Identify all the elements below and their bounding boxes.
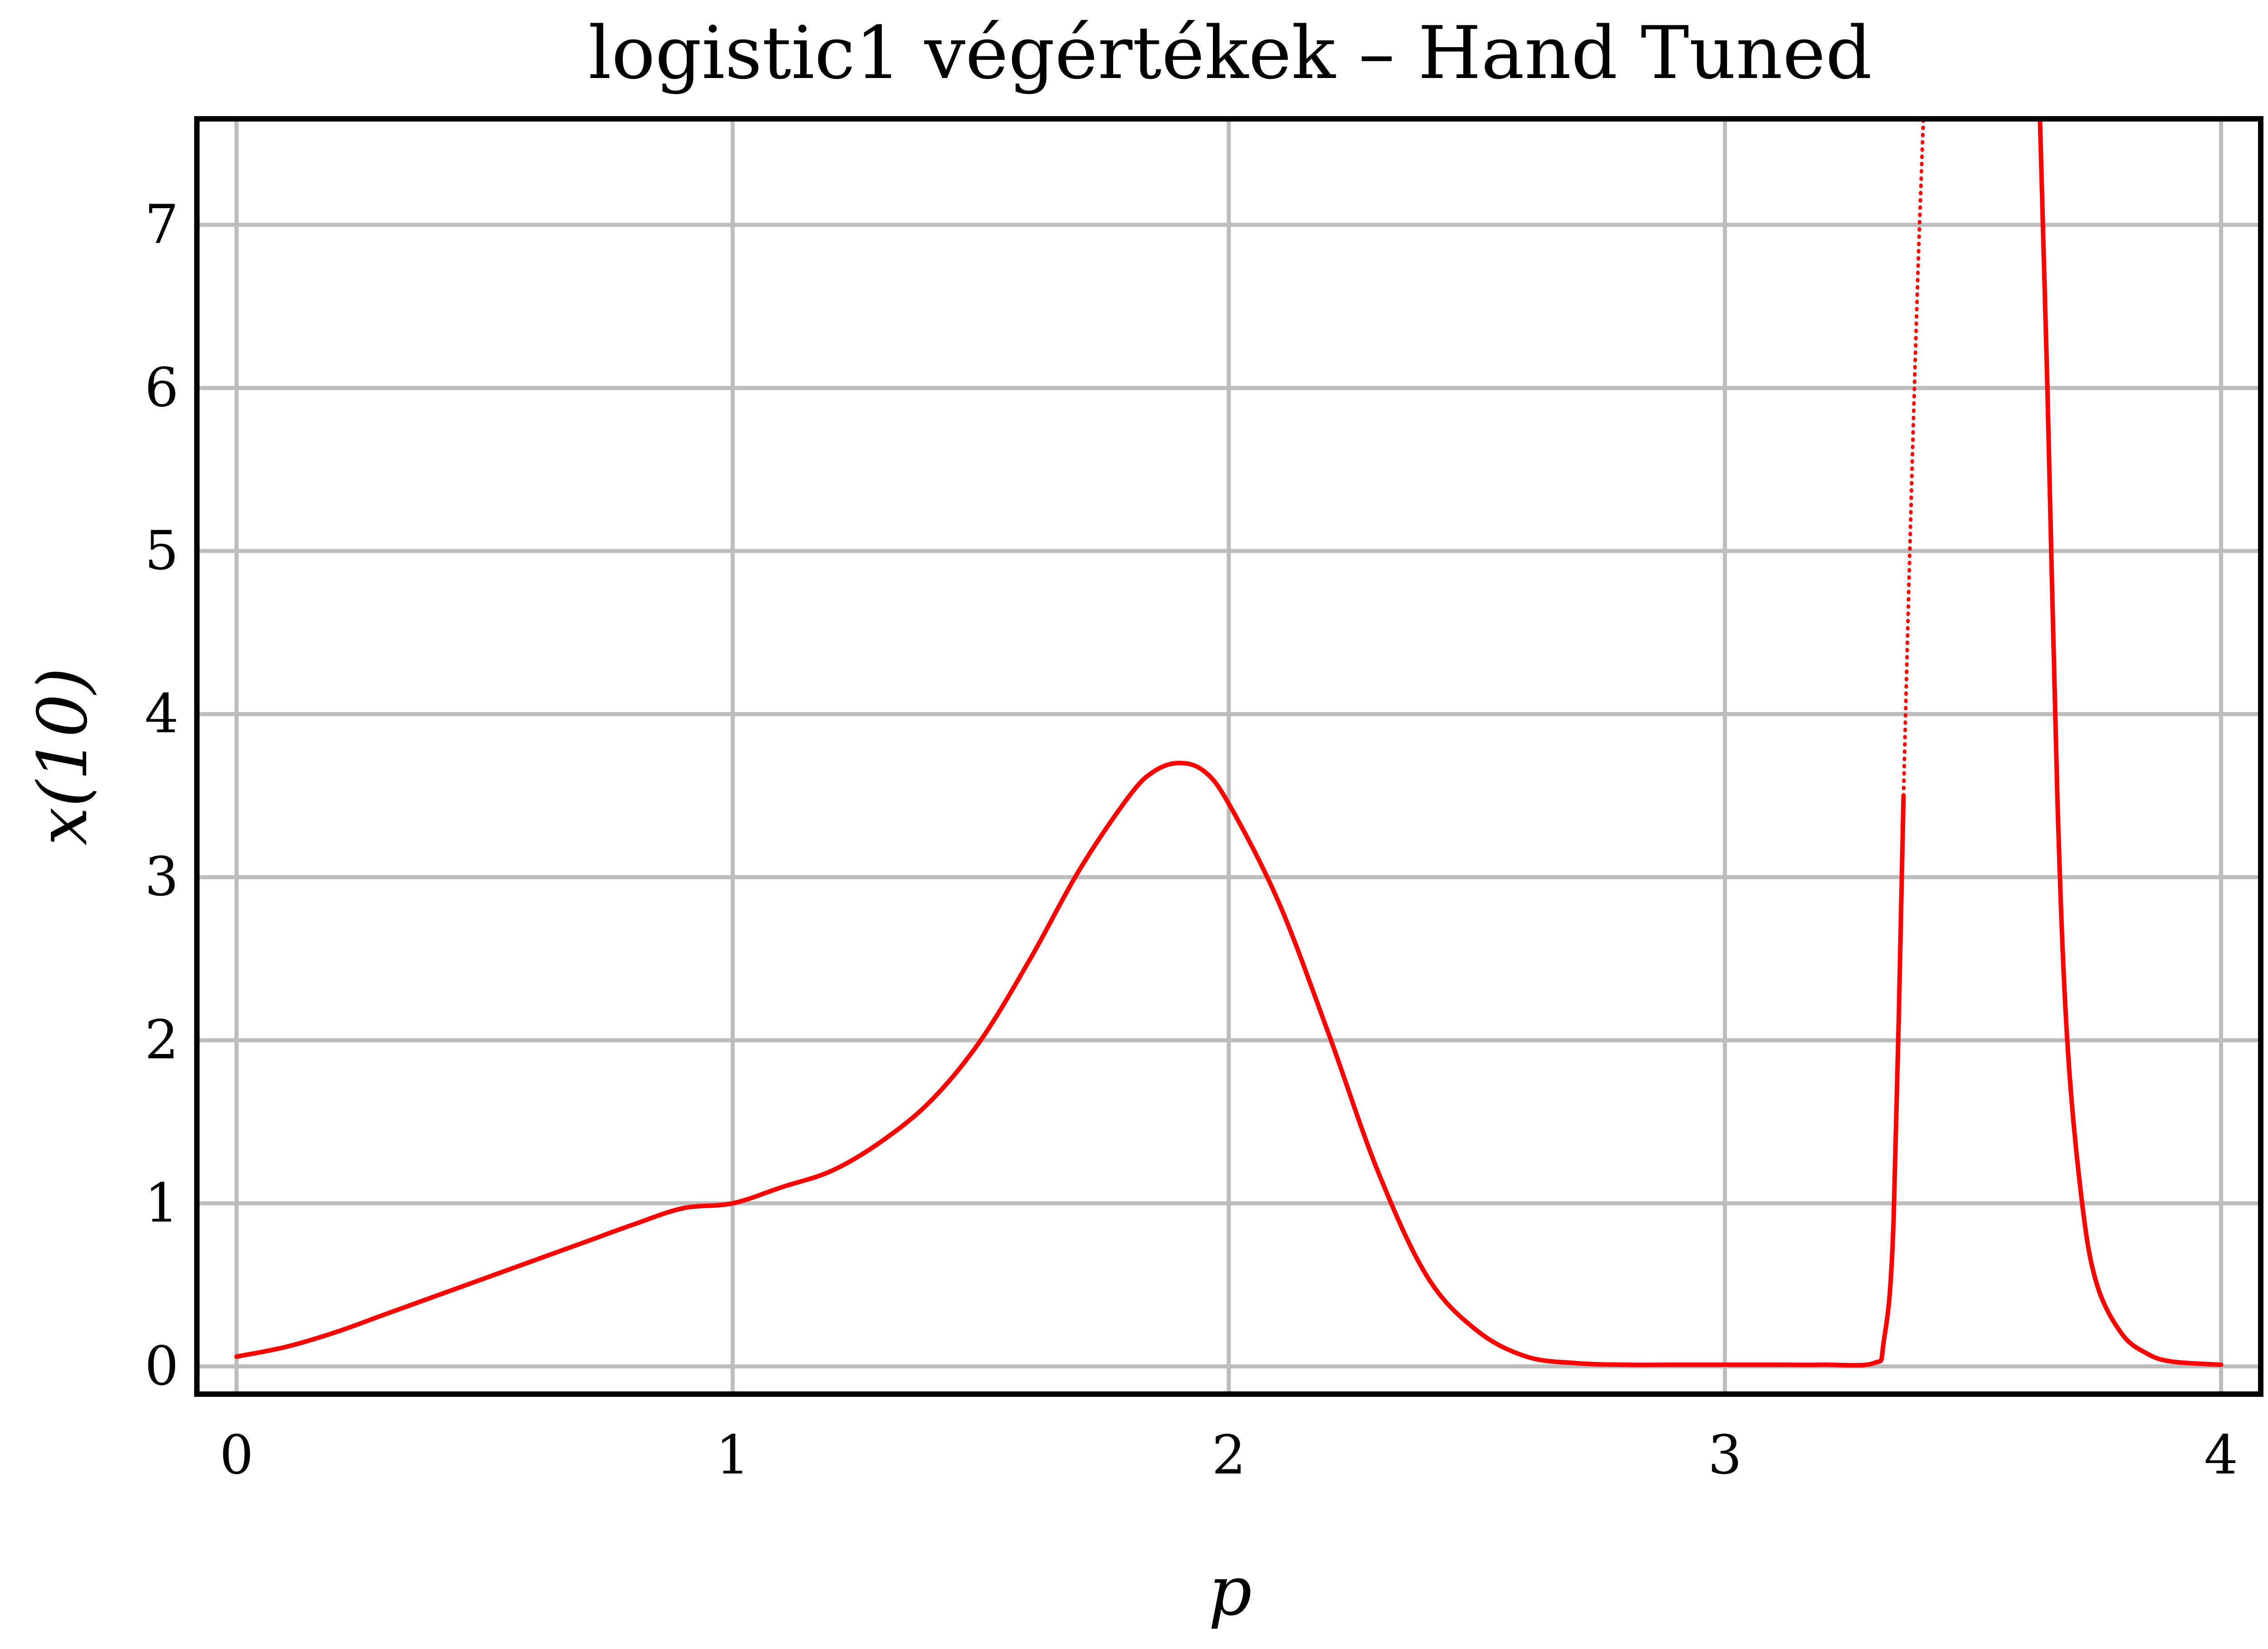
grid [197, 119, 2261, 1394]
series-line-3 [2038, 119, 2224, 1367]
series-line-2 [1901, 119, 1926, 798]
x-tick-label: 1 [716, 1424, 750, 1486]
y-tick-label: 2 [145, 1009, 179, 1071]
x-tick-label: 2 [1212, 1424, 1246, 1486]
x-axis-label: p [1208, 1552, 1252, 1631]
y-tick-label: 4 [145, 683, 179, 745]
y-tick-label: 5 [145, 519, 179, 582]
ticks: 0 1 2 3 4 0 1 2 3 4 5 6 7 [145, 193, 2238, 1486]
y-axis-label: x(10) [24, 668, 103, 846]
y-tick-label: 6 [145, 356, 179, 419]
x-tick-label: 4 [2204, 1424, 2238, 1486]
y-tick-label: 3 [145, 845, 179, 908]
x-tick-label: 3 [1708, 1424, 1742, 1486]
y-tick-label: 1 [145, 1171, 179, 1234]
chart-title: logistic1 végértékek – Hand Tuned [588, 10, 1872, 95]
y-tick-label: 0 [145, 1335, 179, 1397]
series-layer [234, 119, 2224, 1368]
y-tick-label: 7 [145, 193, 179, 256]
series-line-1 [234, 761, 1906, 1368]
plot-frame [194, 116, 2263, 1397]
x-tick-label: 0 [220, 1424, 254, 1486]
